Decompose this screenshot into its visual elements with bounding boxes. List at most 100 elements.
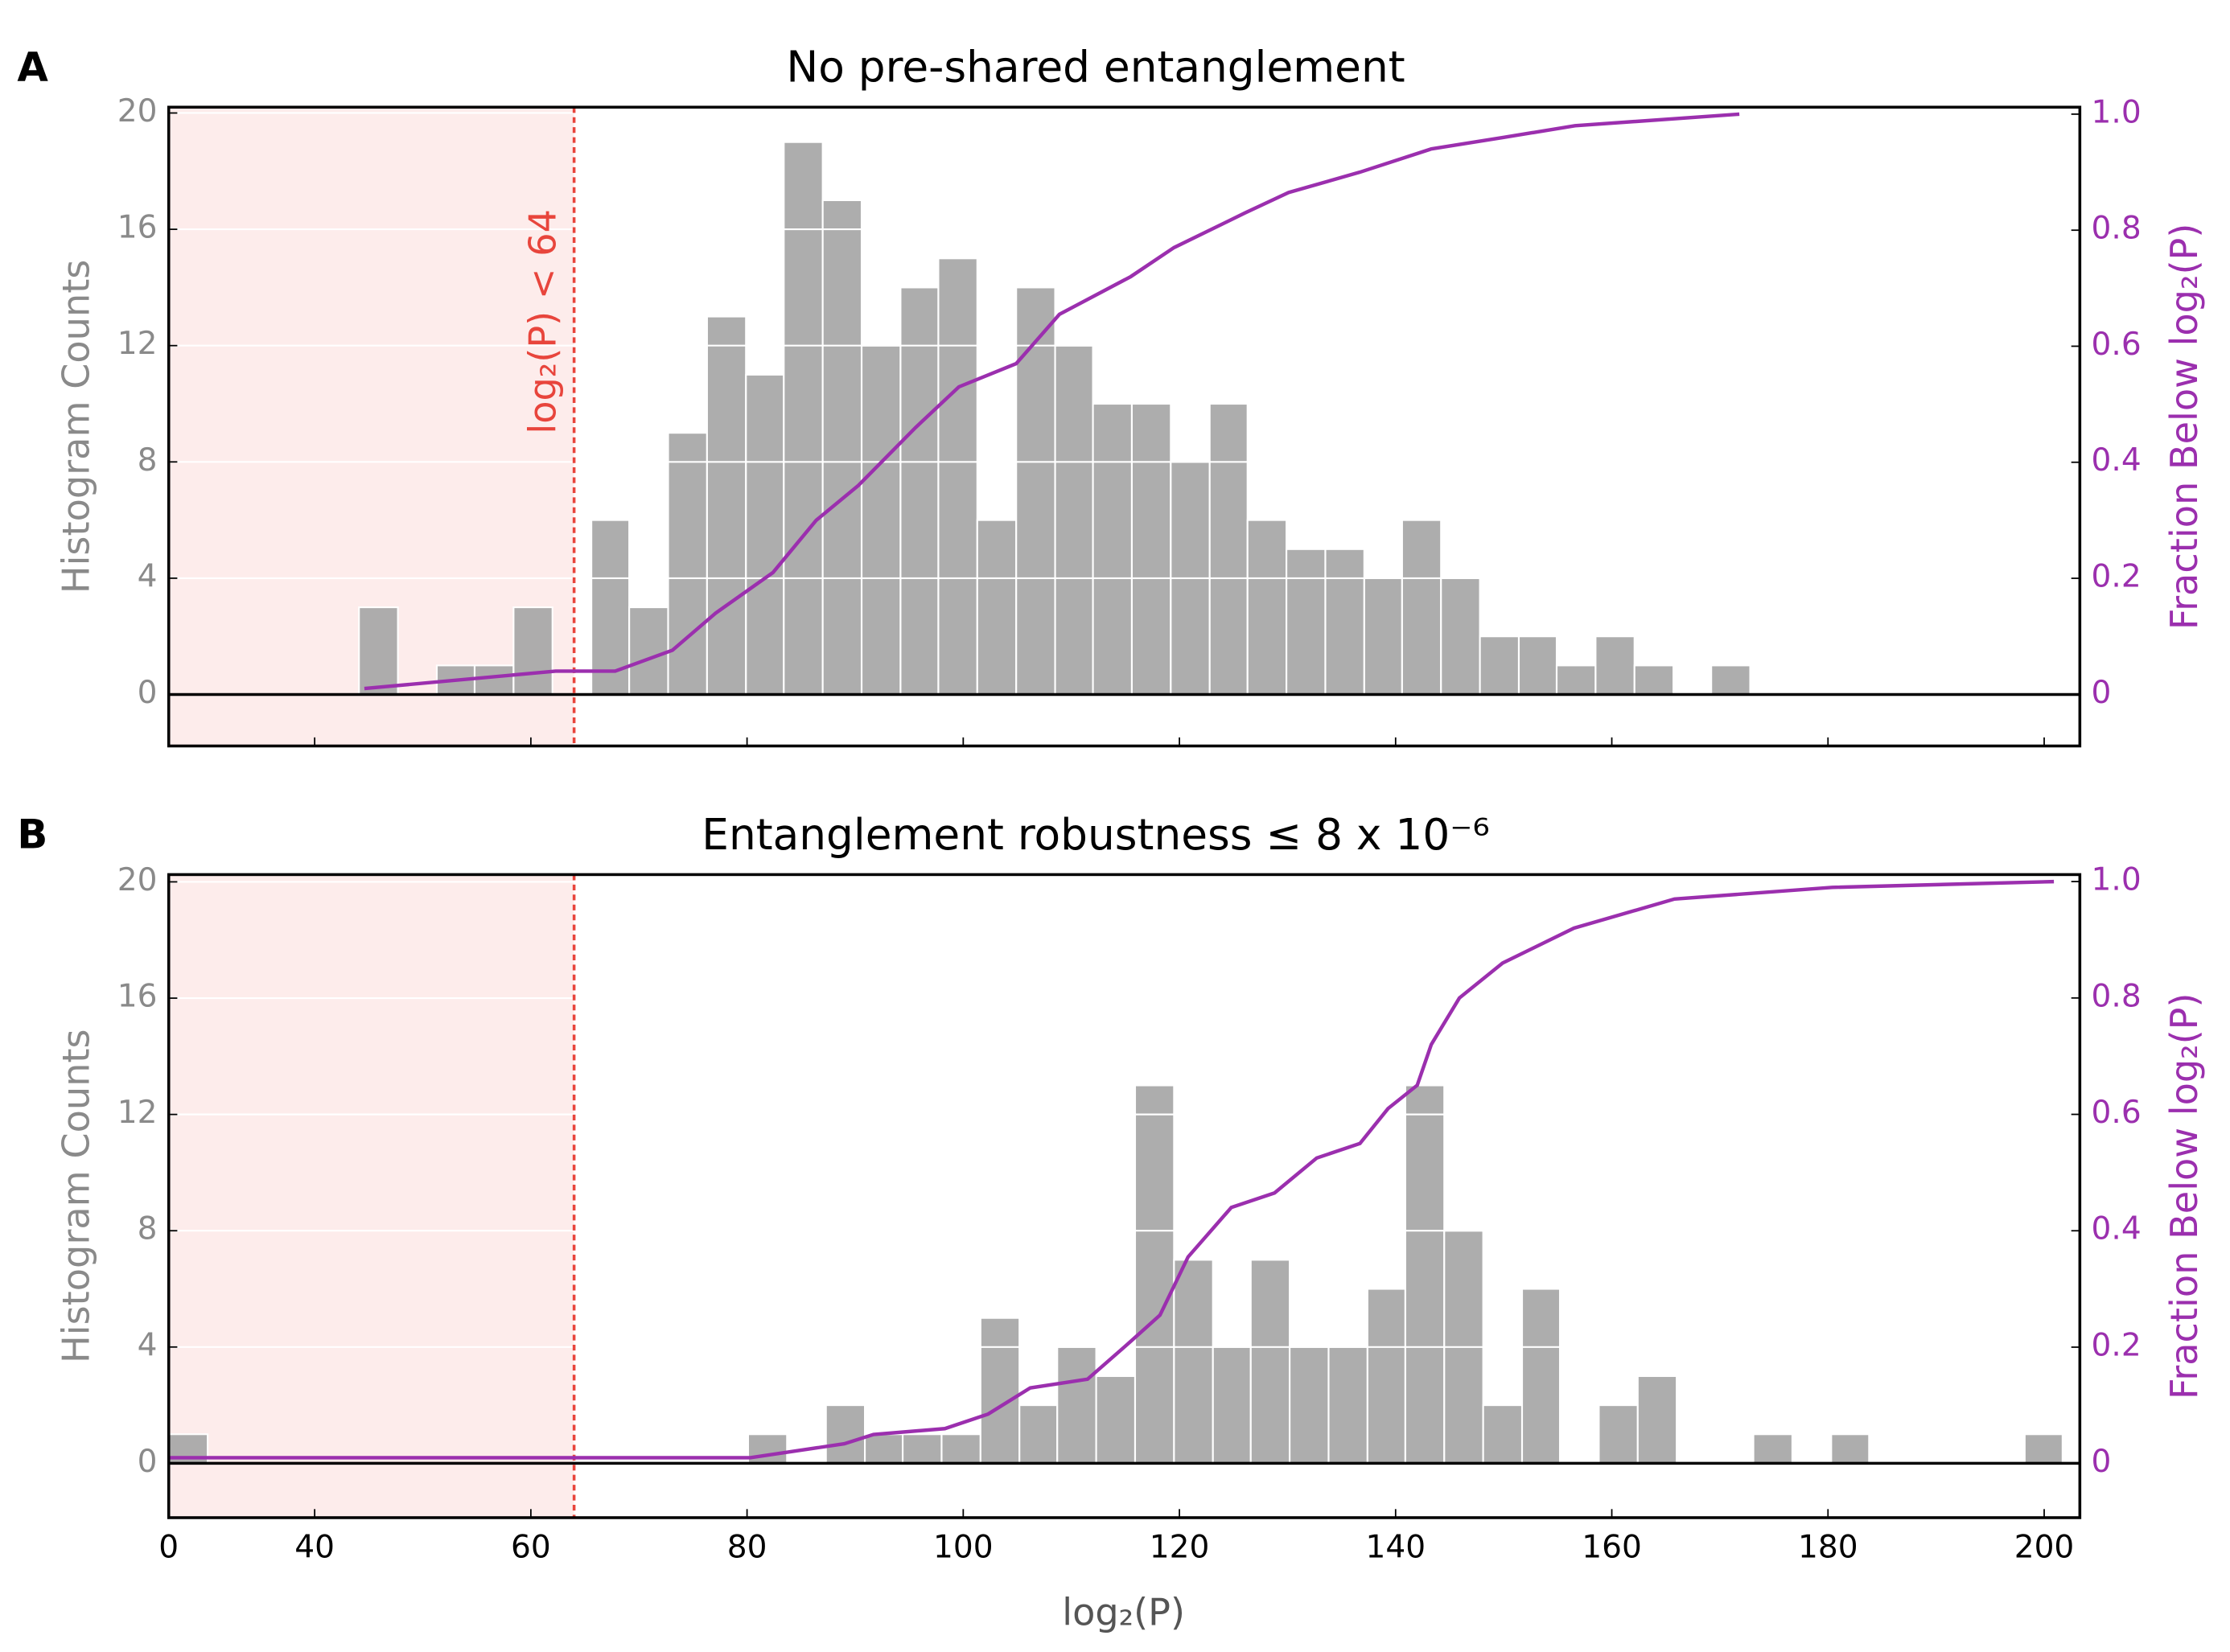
bar xyxy=(1092,402,1134,696)
bar xyxy=(473,664,515,696)
y-axis-label: Histogram Counts xyxy=(54,260,97,594)
bar xyxy=(1327,1346,1368,1465)
bar xyxy=(937,257,978,696)
y-tick-label: 4 xyxy=(138,1327,158,1363)
bar xyxy=(821,199,863,696)
bar xyxy=(1286,548,1327,696)
bar xyxy=(1440,577,1481,696)
x-tick-label: 120 xyxy=(1150,1530,1210,1566)
bar xyxy=(1482,1404,1524,1465)
bar xyxy=(1636,1375,1678,1465)
bar xyxy=(902,1433,943,1465)
bar xyxy=(1054,344,1094,696)
x-tick-label: 100 xyxy=(933,1530,994,1566)
y-tick-label: 16 xyxy=(117,979,158,1015)
y2-axis-label: Fraction Below log₂(P) xyxy=(2162,224,2206,631)
y-tick-label: 4 xyxy=(138,558,158,594)
bar xyxy=(1830,1433,1870,1465)
y-tick-label: 16 xyxy=(117,210,158,246)
bar xyxy=(1173,1259,1214,1465)
x-tick-label: 80 xyxy=(727,1530,767,1566)
bar xyxy=(590,519,631,696)
bar xyxy=(976,519,1018,696)
bar xyxy=(1208,402,1249,696)
y-tick-label: 12 xyxy=(117,326,158,362)
x-axis-label: log₂(P) xyxy=(1062,1590,1185,1634)
y2-tick-label: 1.0 xyxy=(2092,862,2142,898)
bar xyxy=(1249,1259,1291,1465)
bar xyxy=(628,606,669,696)
y2-tick-label: 0.4 xyxy=(2092,442,2142,479)
bar xyxy=(1366,1288,1406,1465)
y-tick-label: 8 xyxy=(138,1211,158,1247)
bar xyxy=(783,141,824,696)
bar xyxy=(825,1404,866,1465)
x-tick-label: 140 xyxy=(1366,1530,1426,1566)
bar xyxy=(1018,1404,1059,1465)
y2-tick-label: 0.2 xyxy=(2092,559,2142,595)
x-tick-label: 40 xyxy=(294,1530,335,1566)
bar xyxy=(1752,1433,1794,1465)
bar xyxy=(860,344,902,696)
y2-tick-label: 0 xyxy=(2092,1444,2112,1480)
panel-title: Entanglement robustness ≤ 8 x 10⁻⁶ xyxy=(702,810,1489,860)
bar xyxy=(1594,635,1635,696)
y-tick-label: 8 xyxy=(138,442,158,479)
bar xyxy=(667,432,708,696)
cdf-line xyxy=(168,879,2055,1460)
bar xyxy=(940,1433,981,1465)
x-tick-label: 160 xyxy=(1582,1530,1642,1566)
bar xyxy=(1404,1084,1446,1465)
bar xyxy=(1212,1346,1252,1465)
y-tick-label: 12 xyxy=(117,1095,158,1131)
bar xyxy=(1363,577,1403,696)
bar xyxy=(1520,1288,1561,1465)
panel-label: B xyxy=(17,812,47,858)
bar xyxy=(1289,1346,1330,1465)
bar xyxy=(706,315,747,696)
x-tick-label: 0 xyxy=(158,1530,179,1566)
bar xyxy=(1324,548,1365,696)
bar xyxy=(2023,1433,2063,1465)
y2-tick-label: 0.8 xyxy=(2092,211,2142,247)
bar xyxy=(512,606,553,696)
bar xyxy=(1598,1404,1639,1465)
threshold-annotation: log₂(P) < 64 xyxy=(521,209,565,434)
y2-tick-label: 0.6 xyxy=(2092,1095,2142,1131)
bar xyxy=(1130,402,1172,696)
y2-tick-label: 0.8 xyxy=(2092,978,2142,1014)
bar xyxy=(1555,664,1597,696)
plot-frame xyxy=(167,873,2082,1519)
bar xyxy=(1710,664,1751,696)
x-tick-label: 60 xyxy=(511,1530,551,1566)
y2-tick-label: 0.2 xyxy=(2092,1327,2142,1363)
bar xyxy=(1633,664,1675,696)
y2-tick-label: 1.0 xyxy=(2092,94,2142,130)
bar xyxy=(899,286,940,696)
bar xyxy=(1056,1346,1097,1465)
y2-axis-label: Fraction Below log₂(P) xyxy=(2162,992,2206,1399)
bar xyxy=(1246,519,1288,696)
y2-tick-label: 0 xyxy=(2092,675,2112,711)
x-tick-label: 200 xyxy=(2014,1530,2075,1566)
y-tick-label: 0 xyxy=(138,675,158,711)
y-axis-label: Histogram Counts xyxy=(54,1029,97,1363)
bar xyxy=(1401,519,1442,696)
y-tick-label: 0 xyxy=(138,1444,158,1480)
y-tick-label: 20 xyxy=(117,862,158,898)
panel-label: A xyxy=(17,44,48,91)
shaded-region xyxy=(168,874,574,1518)
y-tick-label: 20 xyxy=(117,93,158,129)
cdf-line xyxy=(364,112,1740,691)
bar xyxy=(864,1433,904,1465)
bar xyxy=(1134,1084,1175,1465)
bar xyxy=(1095,1375,1137,1465)
bar xyxy=(1015,286,1056,696)
bar xyxy=(979,1317,1021,1465)
bar xyxy=(1517,635,1558,696)
y2-tick-label: 0.6 xyxy=(2092,327,2142,363)
bar xyxy=(745,373,785,696)
x-tick-label: 180 xyxy=(1798,1530,1858,1566)
